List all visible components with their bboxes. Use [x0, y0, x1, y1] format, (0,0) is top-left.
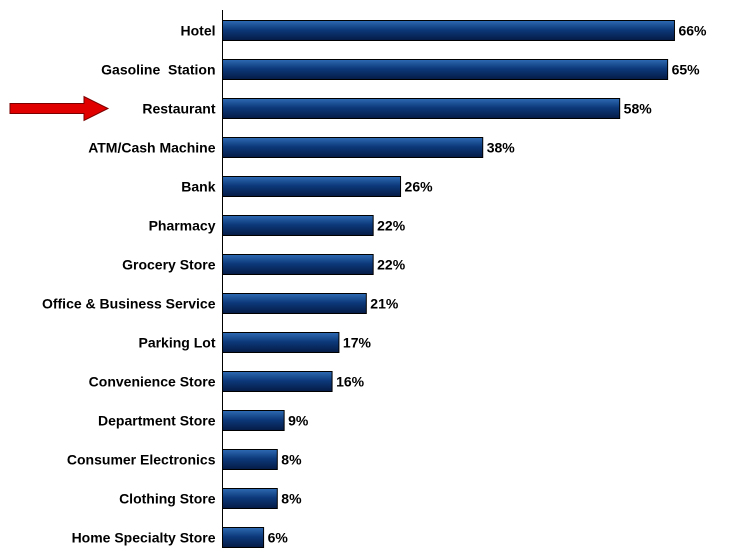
category-label: Office & Business Service: [42, 296, 216, 312]
bar: [222, 488, 278, 509]
bar: [222, 20, 675, 41]
highlight-arrow-icon: [9, 95, 110, 122]
value-label: 9%: [288, 413, 309, 429]
bar: [222, 293, 367, 314]
value-label: 65%: [672, 62, 701, 78]
category-label: Gasoline Station: [101, 62, 215, 78]
value-label: 6%: [268, 530, 289, 546]
bar: [222, 449, 278, 470]
value-label: 17%: [343, 335, 372, 351]
category-label: Clothing Store: [119, 491, 216, 507]
value-label: 8%: [281, 491, 302, 507]
value-label: 58%: [624, 101, 653, 117]
category-label: Hotel: [181, 23, 216, 39]
category-label: Convenience Store: [89, 374, 216, 390]
value-label: 26%: [405, 179, 434, 195]
bar: [222, 215, 374, 236]
bar: [222, 59, 669, 80]
category-label: Parking Lot: [138, 335, 215, 351]
bar: [222, 371, 333, 392]
bar: [222, 137, 484, 158]
category-label: Bank: [181, 179, 215, 195]
category-label: Department Store: [98, 413, 216, 429]
value-label: 22%: [377, 218, 406, 234]
value-label: 8%: [281, 452, 302, 468]
value-label: 22%: [377, 257, 406, 273]
category-label: Consumer Electronics: [67, 452, 216, 468]
bars-layer: [222, 20, 675, 548]
labels-layer: Hotel 66% Gasoline Station 65% Restaurant 58%…: [42, 23, 707, 546]
category-label: Restaurant: [142, 101, 215, 117]
category-label: Pharmacy: [149, 218, 216, 234]
value-label: 38%: [487, 140, 516, 156]
bar: [222, 176, 402, 197]
bar: [222, 254, 374, 275]
category-label: Home Specialty Store: [72, 530, 216, 546]
value-label: 16%: [336, 374, 365, 390]
bar: [222, 98, 621, 119]
bar: [222, 410, 285, 431]
value-label: 66%: [678, 23, 707, 39]
category-label: ATM/Cash Machine: [88, 140, 216, 156]
category-label: Grocery Store: [122, 257, 216, 273]
bar: [222, 332, 340, 353]
bar: [222, 527, 265, 548]
value-label: 21%: [370, 296, 399, 312]
